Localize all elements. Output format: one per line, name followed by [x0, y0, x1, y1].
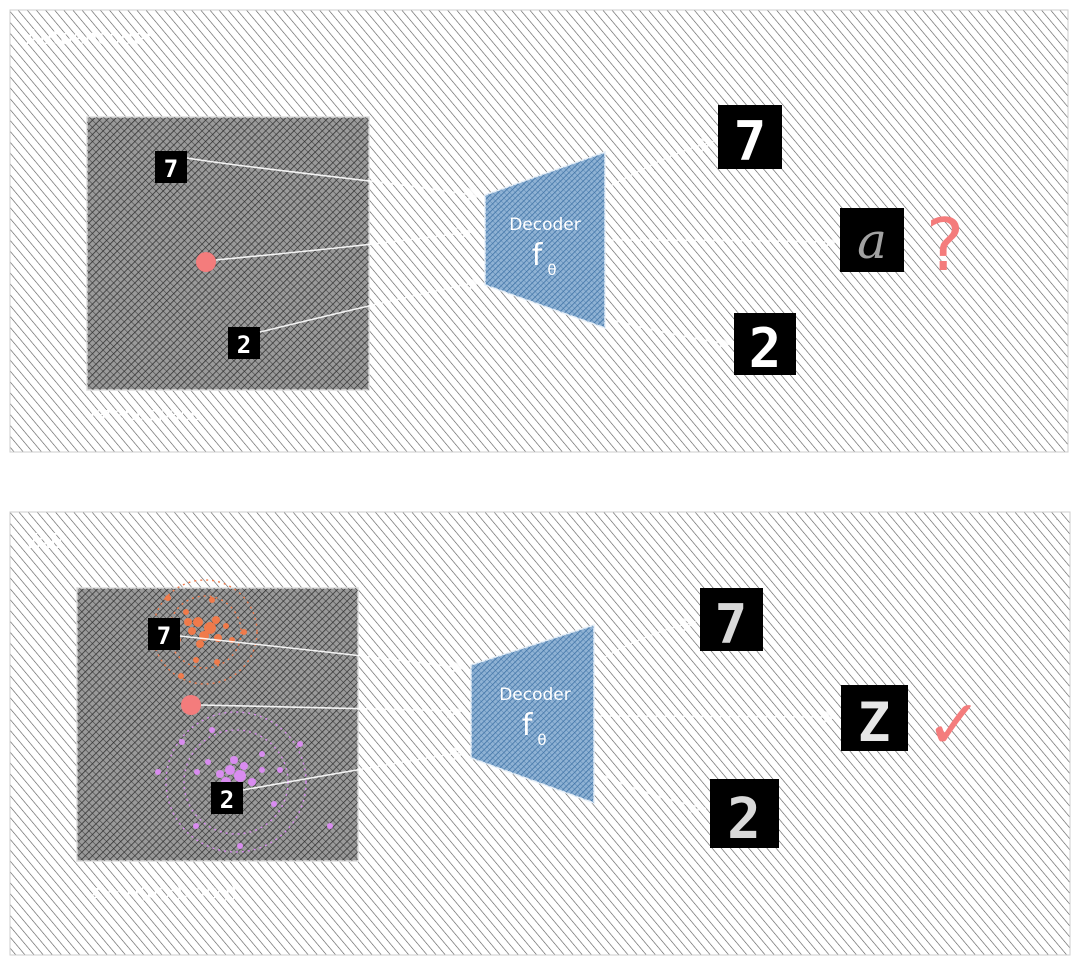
vae-panel: VAE z ~ N(μ(x), σ(x)) [9, 511, 1071, 956]
vae-check-mark: ✓ [926, 686, 983, 765]
vae-sample-point [181, 695, 201, 715]
ae-sample-point [196, 252, 216, 272]
vae-decoder-block: Decoder f θ [470, 623, 595, 805]
vae-output-digit-two: 2 [710, 779, 779, 852]
vae-decoder-symbol: f [522, 708, 534, 743]
vae-decoder-subscript: θ [537, 731, 546, 749]
vae-latent-digit-seven-text: 7 [157, 622, 171, 650]
ae-question-mark: ? [926, 203, 964, 287]
ae-latent-digit-seven-text: 7 [164, 155, 178, 183]
ae-latent-digit-two-text: 2 [237, 331, 251, 359]
vae-output-digit-seven: 7 [700, 588, 763, 656]
vae-latent-label: z ~ N(μ(x), σ(x)) [90, 882, 237, 903]
ae-latent-digit-two: 2 [228, 327, 260, 359]
vae-output-digit-seven-text: 7 [715, 593, 748, 656]
vae-latent-digit-two-text: 2 [220, 786, 234, 814]
vae-latent-digit-seven: 7 [148, 618, 180, 650]
vae-latent-connections [179, 635, 464, 791]
ae-output-digit-two: 2 [734, 313, 796, 380]
vae-output-digit-two-text: 2 [727, 787, 761, 852]
vae-output-arrows [599, 622, 834, 808]
vae-latent-digit-two: 2 [211, 782, 243, 814]
autoencoder-panel: Autoencoder latent space 7 2 Decoder [9, 9, 1069, 453]
ae-decoder-subscript: θ [547, 261, 556, 279]
vae-decoder-label: Decoder [499, 685, 571, 705]
ae-output-digit-blurry: a [840, 208, 904, 272]
ae-decoder-symbol: f [532, 238, 544, 273]
ae-latent-label: latent space [90, 404, 201, 425]
autoencoder-title: Autoencoder [26, 25, 155, 49]
ae-decoder-block: Decoder f θ [484, 150, 606, 330]
ae-output-digit-two-text: 2 [749, 317, 782, 380]
ae-output-arrows [611, 142, 834, 344]
vae-output-digit-interpolated: Z [841, 685, 908, 754]
ae-latent-connections [186, 157, 478, 333]
vae-latent-space-box [76, 587, 359, 862]
ae-output-digit-seven: 7 [718, 105, 782, 173]
ae-latent-digit-seven: 7 [155, 151, 187, 183]
vae-output-digit-interpolated-text: Z [858, 691, 891, 754]
ae-decoder-label: Decoder [509, 215, 581, 235]
vae-title: VAE [24, 529, 63, 553]
ae-output-digit-seven-text: 7 [734, 110, 767, 173]
ae-output-digit-blurry-text: a [857, 212, 887, 270]
